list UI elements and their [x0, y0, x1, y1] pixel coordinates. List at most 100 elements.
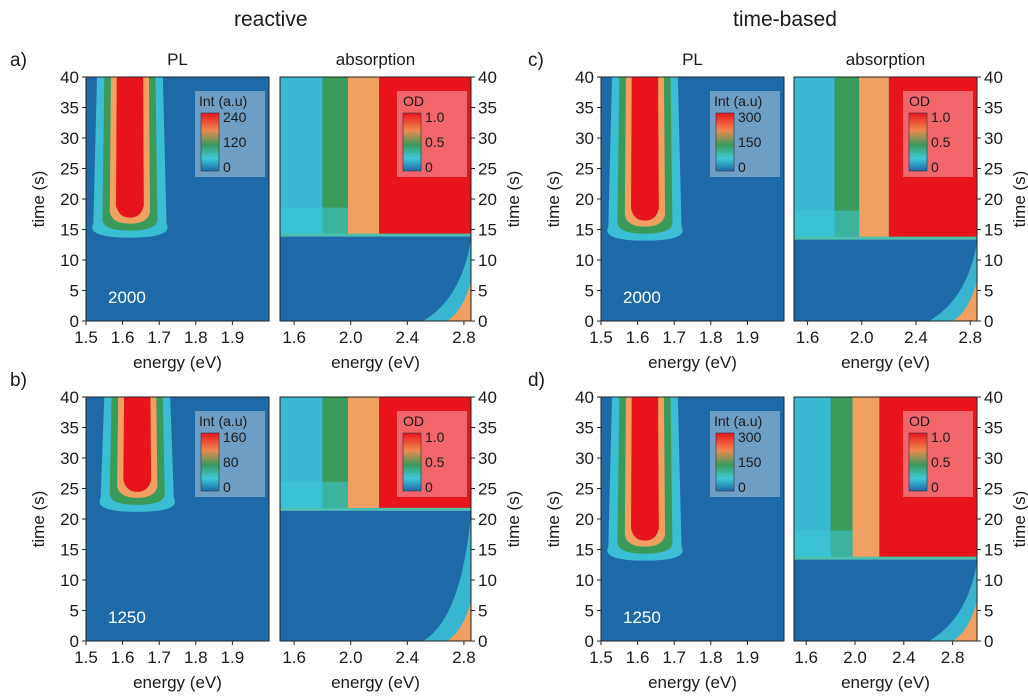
y-tick-label: 5 — [984, 602, 993, 621]
x-tick-label: 1.6 — [282, 328, 306, 347]
y-tick-label: 20 — [478, 510, 497, 529]
colorbar-tick-label: 0 — [931, 479, 939, 495]
heatmap-field — [794, 77, 977, 321]
y-tick-label: 20 — [60, 510, 79, 529]
absorption-onset-line — [280, 233, 471, 237]
x-tick-label: 2.4 — [396, 328, 420, 347]
y-tick-label: 40 — [60, 388, 79, 407]
colorbar-tick-label: 1.0 — [931, 109, 951, 125]
x-tick-label: 1.9 — [221, 328, 245, 347]
colorbar-title: OD — [403, 93, 424, 109]
colorbar-tick-label: 150 — [738, 454, 762, 470]
absorption-band — [852, 397, 880, 559]
colorbar-tick-label: 0.5 — [425, 134, 445, 150]
y-tick-label: 15 — [478, 221, 497, 240]
colorbar-tick-label: 0.5 — [425, 454, 445, 470]
y-tick-label: 10 — [60, 251, 79, 270]
absorption-band — [347, 77, 380, 236]
y-tick-label: 5 — [478, 282, 487, 301]
colorbar-scale — [715, 432, 735, 492]
y-tick-label: 20 — [984, 190, 1003, 209]
x-tick-label: 1.6 — [796, 328, 820, 347]
x-tick-label: 1.6 — [282, 648, 306, 667]
y-axis-label: time (s) — [1010, 491, 1028, 548]
group-title-time-based: time-based — [733, 8, 837, 31]
panel-letter-b: b) — [10, 370, 27, 391]
colorbar-scale — [715, 112, 735, 172]
y-tick-label: 25 — [575, 160, 594, 179]
absorption-edge-core — [953, 281, 977, 321]
y-tick-label: 30 — [575, 449, 594, 468]
y-tick-label: 25 — [478, 480, 497, 499]
x-axis-label: energy (eV) — [648, 353, 737, 372]
y-tick-label: 10 — [478, 251, 497, 270]
y-tick-label: 35 — [984, 99, 1003, 118]
y-tick-label: 30 — [60, 449, 79, 468]
heatmap-field — [86, 77, 269, 321]
absorption-onset-line — [794, 236, 977, 240]
heatmap-field — [280, 397, 471, 641]
heatmap-panel: 0 5 10 15 20 25 30 35 40 time (s) 1.6 2.0 2.4 2.8 ener… — [793, 50, 1028, 372]
colorbar-tick-label: 300 — [738, 429, 762, 445]
colorbar-tick-label: 0 — [931, 159, 939, 175]
x-tick-label: 1.7 — [147, 328, 171, 347]
panel-title: absorption — [336, 50, 415, 69]
y-tick-label: 25 — [575, 480, 594, 499]
x-tick-label: 1.9 — [736, 648, 760, 667]
x-tick-label: 1.6 — [111, 648, 135, 667]
colorbar-title: OD — [403, 413, 424, 429]
pl-band-core — [116, 77, 144, 218]
x-tick-label: 2.4 — [904, 328, 928, 347]
heatmap-field — [86, 397, 269, 641]
x-tick-label: 1.7 — [662, 328, 686, 347]
y-tick-label: 15 — [478, 541, 497, 560]
x-tick-label: 2.0 — [339, 648, 363, 667]
y-tick-label: 5 — [70, 602, 79, 621]
colorbar-scale — [402, 432, 422, 492]
y-tick-label: 0 — [70, 312, 79, 331]
y-tick-label: 30 — [60, 129, 79, 148]
x-tick-label: 2.8 — [452, 648, 476, 667]
x-tick-label: 1.8 — [184, 648, 208, 667]
y-tick-label: 0 — [585, 312, 594, 331]
x-tick-label: 1.9 — [736, 328, 760, 347]
y-tick-label: 25 — [984, 160, 1003, 179]
colorbar-tick-label: 0 — [738, 479, 746, 495]
colorbar-scale — [200, 112, 220, 172]
y-tick-label: 0 — [478, 632, 487, 651]
sample-label: 1250 — [108, 608, 146, 627]
x-axis-label: energy (eV) — [133, 673, 222, 692]
absorption-edge — [423, 239, 471, 321]
x-axis-label: energy (eV) — [841, 673, 930, 692]
y-tick-label: 20 — [575, 190, 594, 209]
x-axis-label: energy (eV) — [331, 673, 420, 692]
x-tick-label: 1.5 — [589, 328, 613, 347]
colorbar-tick-label: 1.0 — [425, 109, 445, 125]
x-axis-label: energy (eV) — [841, 353, 930, 372]
y-tick-label: 35 — [478, 419, 497, 438]
colorbar-tick-label: 1.0 — [425, 429, 445, 445]
colorbar-tick-label: 160 — [223, 429, 247, 445]
y-tick-label: 35 — [60, 99, 79, 118]
y-tick-label: 40 — [984, 388, 1003, 407]
heatmap-panel: 0 5 10 15 20 25 30 35 40 time (s) 1.5 1.6 1.7 1.8 1.9 e… — [544, 50, 785, 372]
absorption-edge-core — [447, 281, 471, 321]
y-tick-label: 35 — [60, 419, 79, 438]
y-tick-label: 10 — [575, 251, 594, 270]
colorbar-scale — [908, 112, 928, 172]
colorbar-tick-label: 0 — [738, 159, 746, 175]
colorbar-tick-label: 80 — [223, 454, 239, 470]
absorption-band — [830, 397, 853, 559]
y-tick-label: 40 — [575, 68, 594, 87]
x-tick-label: 1.6 — [626, 648, 650, 667]
colorbar-tick-label: 0 — [223, 159, 231, 175]
x-tick-label: 2.0 — [843, 648, 867, 667]
y-tick-label: 15 — [984, 221, 1003, 240]
heatmap-panel: 0 5 10 15 20 25 30 35 40 time (s) 1.5 1.6 1.7 1.8 1.9 e… — [29, 50, 270, 372]
y-tick-label: 30 — [984, 449, 1003, 468]
absorption-onset-band — [794, 530, 853, 559]
y-tick-label: 5 — [585, 282, 594, 301]
x-tick-label: 2.4 — [892, 648, 916, 667]
panel-title: PL — [682, 50, 703, 69]
y-axis-label: time (s) — [29, 171, 48, 228]
